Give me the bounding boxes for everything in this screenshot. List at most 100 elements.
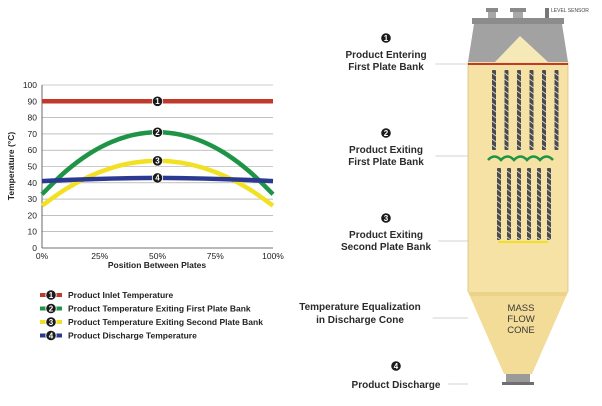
plate-texture (491, 132, 497, 137)
plate-texture (496, 194, 502, 199)
plate-texture (546, 182, 552, 187)
y-tick-label: 70 (28, 129, 38, 139)
plate-texture (526, 218, 532, 223)
plate-texture (496, 200, 502, 205)
plate-texture (536, 200, 542, 205)
plate-texture (504, 138, 509, 143)
plate-texture (504, 144, 509, 149)
plate-texture (554, 90, 559, 95)
marker-circle (45, 316, 57, 328)
plate-texture (536, 176, 542, 181)
plate-texture (546, 188, 552, 193)
plate-texture (506, 188, 512, 193)
plate-texture (516, 78, 522, 83)
plate-texture (529, 144, 534, 149)
plate-texture (491, 108, 497, 113)
plate-texture (526, 194, 532, 199)
marker-circle (151, 155, 164, 167)
y-tick-label: 40 (28, 178, 38, 188)
heat-exchanger-plate (547, 168, 551, 240)
plate-texture (529, 78, 534, 83)
plate-texture (541, 72, 547, 77)
plate-texture (491, 138, 497, 143)
heat-exchanger-plate (507, 168, 511, 240)
y-tick-label: 10 (28, 227, 38, 237)
plate-texture (554, 144, 559, 149)
plate-texture (491, 114, 497, 119)
legend-label: Product Temperature Exiting First Plate … (68, 304, 251, 314)
plate-texture (496, 170, 502, 175)
plate-texture (529, 108, 534, 113)
stage-label-line: Product Exiting (349, 145, 423, 156)
stage-label-line: Product Entering (345, 50, 426, 61)
y-tick-label: 0 (32, 243, 37, 253)
plate-texture (526, 206, 532, 211)
plate-texture (504, 114, 509, 119)
plate-texture (536, 206, 542, 211)
plate-texture (554, 114, 559, 119)
legend-marker: 3 (45, 316, 57, 328)
plate-texture (541, 114, 547, 119)
stage-callout: Temperature Equalization in Discharge Con… (299, 302, 468, 326)
plate-texture (554, 132, 559, 137)
plate-texture (526, 200, 532, 205)
plate-texture (526, 188, 532, 193)
plate-texture (491, 90, 497, 95)
plate-texture (526, 170, 532, 175)
plate-texture (516, 102, 522, 107)
x-tick-label: 0% (36, 251, 49, 261)
stage-label-line: in Discharge Cone (316, 315, 404, 326)
stage-label-line: First Plate Bank (348, 62, 424, 73)
y-tick-label: 90 (28, 96, 38, 106)
marker-number: 3 (155, 157, 160, 166)
plate-texture (541, 102, 547, 107)
plate-texture (516, 108, 522, 113)
plate-texture (526, 224, 532, 229)
vent-pipe-right (513, 12, 523, 20)
plate-texture (526, 236, 532, 241)
y-tick-label: 80 (28, 113, 38, 123)
plate-texture (516, 138, 522, 143)
plate-texture (546, 206, 552, 211)
plate-texture (496, 224, 502, 229)
temperature-chart: 0 10 20 30 40 50 60 70 80 90 100 0% 25% 50% 75% 100% T… (6, 80, 284, 342)
plate-texture (516, 126, 522, 131)
plate-texture (506, 230, 512, 235)
plate-texture (546, 212, 552, 217)
x-tick-label: 50% (149, 251, 166, 261)
legend-marker: 4 (45, 329, 57, 342)
plate-texture (536, 218, 542, 223)
plate-texture (496, 218, 502, 223)
plate-texture (516, 170, 522, 175)
y-tick-label: 100 (23, 80, 37, 90)
mass-flow-cone (468, 292, 568, 374)
marker-number: 4 (155, 174, 160, 183)
plate-texture (506, 170, 512, 175)
plate-texture (504, 102, 509, 107)
plate-texture (496, 212, 502, 217)
heat-exchanger-plate (517, 168, 521, 240)
plate-texture (541, 78, 547, 83)
plate-texture (491, 78, 497, 83)
plate-texture (554, 126, 559, 131)
plate-texture (536, 230, 542, 235)
plate-texture (496, 236, 502, 241)
plate-texture (541, 84, 547, 89)
first-plate-bank (491, 70, 559, 150)
x-tick-label: 100% (262, 251, 284, 261)
plate-texture (516, 188, 522, 193)
plate-texture (504, 96, 509, 101)
plate-texture (516, 114, 522, 119)
plate-texture (541, 90, 547, 95)
vent-cap-left (486, 8, 498, 12)
plate-texture (546, 194, 552, 199)
plate-texture (504, 126, 509, 131)
second-plate-bank (496, 168, 552, 241)
marker-number: 1 (155, 97, 160, 106)
plate-texture (529, 132, 534, 137)
plate-texture (541, 96, 547, 101)
